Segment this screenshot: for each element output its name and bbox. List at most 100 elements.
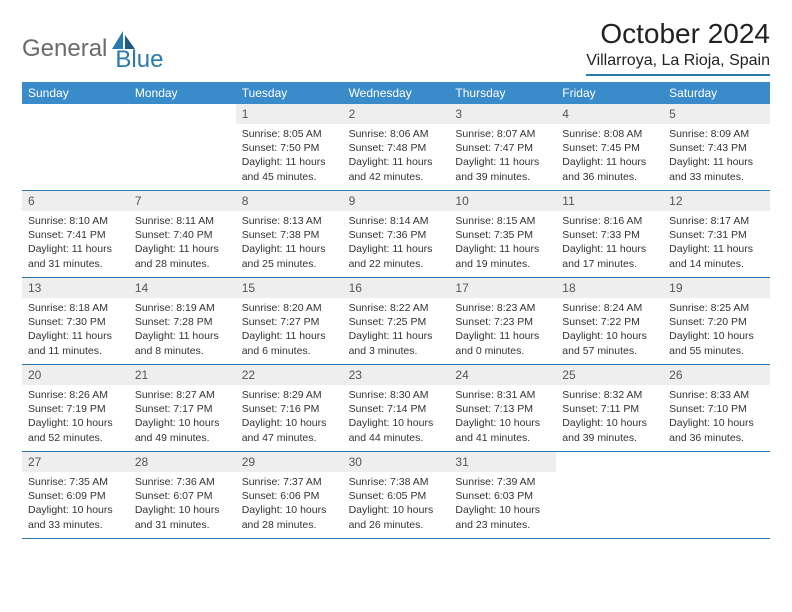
day-number: 22 — [236, 365, 343, 385]
day-body: Sunrise: 8:23 AMSunset: 7:23 PMDaylight:… — [449, 298, 556, 362]
day-number: 15 — [236, 278, 343, 298]
day-body: Sunrise: 8:05 AMSunset: 7:50 PMDaylight:… — [236, 124, 343, 188]
day-number: 4 — [556, 104, 663, 124]
day-cell: 5Sunrise: 8:09 AMSunset: 7:43 PMDaylight… — [663, 104, 770, 190]
day-cell: 15Sunrise: 8:20 AMSunset: 7:27 PMDayligh… — [236, 278, 343, 364]
day-number: 2 — [343, 104, 450, 124]
day-cell: 22Sunrise: 8:29 AMSunset: 7:16 PMDayligh… — [236, 365, 343, 451]
day-body: Sunrise: 8:13 AMSunset: 7:38 PMDaylight:… — [236, 211, 343, 275]
day-number: 8 — [236, 191, 343, 211]
logo-text-blue: Blue — [115, 46, 163, 74]
day-body: Sunrise: 8:16 AMSunset: 7:33 PMDaylight:… — [556, 211, 663, 275]
day-cell: 27Sunrise: 7:35 AMSunset: 6:09 PMDayligh… — [22, 452, 129, 538]
day-body: Sunrise: 8:30 AMSunset: 7:14 PMDaylight:… — [343, 385, 450, 449]
day-body: Sunrise: 7:35 AMSunset: 6:09 PMDaylight:… — [22, 472, 129, 536]
weekday-cell: Friday — [556, 82, 663, 104]
day-body: Sunrise: 8:14 AMSunset: 7:36 PMDaylight:… — [343, 211, 450, 275]
day-cell: 12Sunrise: 8:17 AMSunset: 7:31 PMDayligh… — [663, 191, 770, 277]
day-number: 6 — [22, 191, 129, 211]
day-body: Sunrise: 7:39 AMSunset: 6:03 PMDaylight:… — [449, 472, 556, 536]
day-body: Sunrise: 8:26 AMSunset: 7:19 PMDaylight:… — [22, 385, 129, 449]
day-cell: 29Sunrise: 7:37 AMSunset: 6:06 PMDayligh… — [236, 452, 343, 538]
week-row: 6Sunrise: 8:10 AMSunset: 7:41 PMDaylight… — [22, 191, 770, 278]
day-body: Sunrise: 8:31 AMSunset: 7:13 PMDaylight:… — [449, 385, 556, 449]
day-body: Sunrise: 8:33 AMSunset: 7:10 PMDaylight:… — [663, 385, 770, 449]
day-cell: 19Sunrise: 8:25 AMSunset: 7:20 PMDayligh… — [663, 278, 770, 364]
calendar: SundayMondayTuesdayWednesdayThursdayFrid… — [22, 82, 770, 539]
day-number: 25 — [556, 365, 663, 385]
day-body: Sunrise: 8:27 AMSunset: 7:17 PMDaylight:… — [129, 385, 236, 449]
day-number: 1 — [236, 104, 343, 124]
day-body: Sunrise: 8:22 AMSunset: 7:25 PMDaylight:… — [343, 298, 450, 362]
day-body: Sunrise: 8:15 AMSunset: 7:35 PMDaylight:… — [449, 211, 556, 275]
weekday-cell: Saturday — [663, 82, 770, 104]
day-number: 17 — [449, 278, 556, 298]
weekday-cell: Wednesday — [343, 82, 450, 104]
day-body: Sunrise: 8:08 AMSunset: 7:45 PMDaylight:… — [556, 124, 663, 188]
day-body: Sunrise: 8:25 AMSunset: 7:20 PMDaylight:… — [663, 298, 770, 362]
day-body: Sunrise: 8:19 AMSunset: 7:28 PMDaylight:… — [129, 298, 236, 362]
weekday-cell: Monday — [129, 82, 236, 104]
day-cell — [129, 104, 236, 190]
day-cell: 6Sunrise: 8:10 AMSunset: 7:41 PMDaylight… — [22, 191, 129, 277]
day-number: 7 — [129, 191, 236, 211]
day-cell: 28Sunrise: 7:36 AMSunset: 6:07 PMDayligh… — [129, 452, 236, 538]
day-cell: 30Sunrise: 7:38 AMSunset: 6:05 PMDayligh… — [343, 452, 450, 538]
week-row: 20Sunrise: 8:26 AMSunset: 7:19 PMDayligh… — [22, 365, 770, 452]
day-cell: 21Sunrise: 8:27 AMSunset: 7:17 PMDayligh… — [129, 365, 236, 451]
day-cell: 4Sunrise: 8:08 AMSunset: 7:45 PMDaylight… — [556, 104, 663, 190]
header: General Blue October 2024 Villarroya, La… — [22, 18, 770, 76]
weeks-container: 1Sunrise: 8:05 AMSunset: 7:50 PMDaylight… — [22, 104, 770, 539]
day-cell: 17Sunrise: 8:23 AMSunset: 7:23 PMDayligh… — [449, 278, 556, 364]
day-number: 20 — [22, 365, 129, 385]
day-number: 21 — [129, 365, 236, 385]
day-cell: 24Sunrise: 8:31 AMSunset: 7:13 PMDayligh… — [449, 365, 556, 451]
day-number: 30 — [343, 452, 450, 472]
day-body: Sunrise: 8:09 AMSunset: 7:43 PMDaylight:… — [663, 124, 770, 188]
day-number: 3 — [449, 104, 556, 124]
day-cell — [663, 452, 770, 538]
day-cell: 9Sunrise: 8:14 AMSunset: 7:36 PMDaylight… — [343, 191, 450, 277]
day-number: 27 — [22, 452, 129, 472]
day-body: Sunrise: 8:29 AMSunset: 7:16 PMDaylight:… — [236, 385, 343, 449]
day-body: Sunrise: 8:20 AMSunset: 7:27 PMDaylight:… — [236, 298, 343, 362]
day-body: Sunrise: 8:07 AMSunset: 7:47 PMDaylight:… — [449, 124, 556, 188]
day-cell: 8Sunrise: 8:13 AMSunset: 7:38 PMDaylight… — [236, 191, 343, 277]
day-body: Sunrise: 8:24 AMSunset: 7:22 PMDaylight:… — [556, 298, 663, 362]
month-title: October 2024 — [586, 18, 770, 50]
day-cell: 20Sunrise: 8:26 AMSunset: 7:19 PMDayligh… — [22, 365, 129, 451]
day-number: 10 — [449, 191, 556, 211]
logo: General Blue — [22, 18, 163, 74]
day-number: 29 — [236, 452, 343, 472]
day-number: 11 — [556, 191, 663, 211]
day-body: Sunrise: 8:10 AMSunset: 7:41 PMDaylight:… — [22, 211, 129, 275]
day-body: Sunrise: 8:17 AMSunset: 7:31 PMDaylight:… — [663, 211, 770, 275]
day-body: Sunrise: 8:06 AMSunset: 7:48 PMDaylight:… — [343, 124, 450, 188]
day-body: Sunrise: 8:11 AMSunset: 7:40 PMDaylight:… — [129, 211, 236, 275]
day-cell: 2Sunrise: 8:06 AMSunset: 7:48 PMDaylight… — [343, 104, 450, 190]
day-body: Sunrise: 8:32 AMSunset: 7:11 PMDaylight:… — [556, 385, 663, 449]
week-row: 1Sunrise: 8:05 AMSunset: 7:50 PMDaylight… — [22, 104, 770, 191]
logo-text-general: General — [22, 35, 107, 63]
day-cell: 26Sunrise: 8:33 AMSunset: 7:10 PMDayligh… — [663, 365, 770, 451]
day-number: 26 — [663, 365, 770, 385]
day-number: 23 — [343, 365, 450, 385]
weekday-cell: Tuesday — [236, 82, 343, 104]
day-number: 14 — [129, 278, 236, 298]
day-cell — [22, 104, 129, 190]
day-body: Sunrise: 7:38 AMSunset: 6:05 PMDaylight:… — [343, 472, 450, 536]
day-number: 13 — [22, 278, 129, 298]
day-number: 28 — [129, 452, 236, 472]
day-cell: 31Sunrise: 7:39 AMSunset: 6:03 PMDayligh… — [449, 452, 556, 538]
day-body: Sunrise: 8:18 AMSunset: 7:30 PMDaylight:… — [22, 298, 129, 362]
day-cell: 16Sunrise: 8:22 AMSunset: 7:25 PMDayligh… — [343, 278, 450, 364]
weekday-cell: Thursday — [449, 82, 556, 104]
day-cell: 10Sunrise: 8:15 AMSunset: 7:35 PMDayligh… — [449, 191, 556, 277]
day-number: 24 — [449, 365, 556, 385]
day-cell — [556, 452, 663, 538]
day-cell: 25Sunrise: 8:32 AMSunset: 7:11 PMDayligh… — [556, 365, 663, 451]
day-cell: 18Sunrise: 8:24 AMSunset: 7:22 PMDayligh… — [556, 278, 663, 364]
day-body: Sunrise: 7:37 AMSunset: 6:06 PMDaylight:… — [236, 472, 343, 536]
day-cell: 1Sunrise: 8:05 AMSunset: 7:50 PMDaylight… — [236, 104, 343, 190]
day-number: 18 — [556, 278, 663, 298]
